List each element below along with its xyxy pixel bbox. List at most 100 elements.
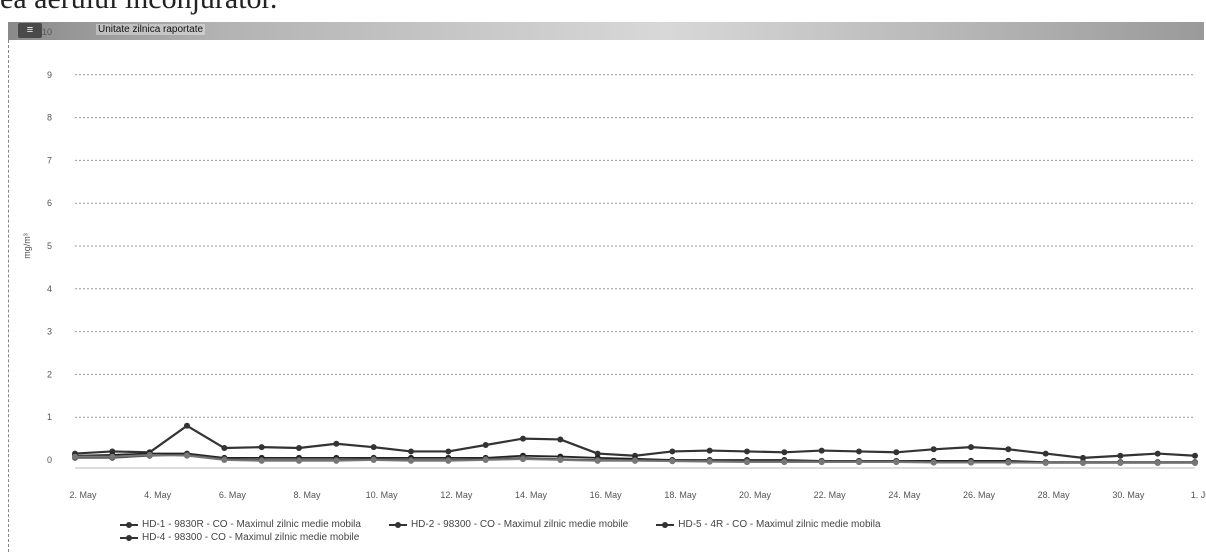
data-point [1192,452,1198,459]
legend-swatch [120,534,138,541]
x-tick-label: 12. May [440,490,473,500]
data-point [744,448,750,455]
x-tick-label: 4. May [144,490,172,500]
data-point [781,449,788,456]
data-point [1154,450,1161,457]
data-point [296,457,302,464]
data-point [1080,454,1086,461]
data-point [1117,459,1124,466]
y-tick-label: 3 [47,327,52,337]
data-point [856,448,862,455]
data-point [1080,459,1086,466]
legend-item[interactable]: HD-5 - 4R - CO - Maximul zilnic medie mo… [656,518,881,531]
data-point [482,442,489,449]
x-tick-label: 16. May [590,490,623,500]
data-point [594,450,601,457]
legend-label: HD-1 - 9830R - CO - Maximul zilnic medie… [142,519,361,530]
data-point [893,459,900,466]
data-point [258,457,265,464]
x-tick-label: 6. May [219,490,247,500]
y-tick-label: 9 [47,70,52,80]
x-tick-label: 18. May [664,490,697,500]
data-point [632,457,638,464]
data-point [333,440,340,447]
chart-title: Unitate zilnica raportate [96,24,206,35]
chart-header-bar [8,22,1204,40]
legend-swatch [388,521,407,528]
data-point [856,459,862,466]
data-point [930,459,937,466]
legend-item[interactable]: HD-2 - 98300 - CO - Maximul zilnic medie… [388,518,629,531]
data-point [445,457,452,464]
data-point [669,448,676,455]
data-point [333,457,340,464]
x-tick-label: 8. May [293,490,321,500]
y-axis-label: mg/m³ [22,233,32,259]
data-point [184,452,190,459]
data-point [968,444,974,451]
x-tick-label: 14. May [515,490,548,500]
data-point [482,457,489,463]
legend-label: HD-2 - 98300 - CO - Maximul zilnic medie… [410,519,629,530]
data-point [1192,459,1198,466]
y-tick-label: 8 [47,113,52,123]
x-tick-label: 2. May [69,490,97,500]
x-tick-label: 1. Jun [1191,490,1206,500]
y-tick-label: 7 [47,155,52,165]
y-tick-label: 6 [47,198,52,208]
data-point [72,453,78,460]
data-point [520,456,526,463]
data-point [445,448,452,455]
legend-label: HD-5 - 4R - CO - Maximul zilnic medie mo… [678,519,881,530]
data-point [221,457,228,463]
data-point [968,459,974,466]
data-point [370,457,377,463]
data-point [744,459,750,466]
chart-frame-left [8,40,9,552]
y-tick-label: 2 [47,369,52,379]
x-tick-label: 20. May [739,490,772,500]
y-tick-label: 0 [47,455,52,465]
data-point [706,458,713,465]
y-tick-label: 4 [47,284,52,294]
legend: HD-1 - 9830R - CO - Maximul zilnic medie… [120,518,1200,544]
y-tick-label: 5 [47,241,52,251]
data-point [296,445,302,452]
data-point [594,457,601,464]
x-tick-label: 10. May [366,490,399,500]
data-point [221,445,228,452]
legend-item[interactable]: HD-4 - 98300 - CO - Maximul zilnic medie… [120,531,359,544]
data-point [1154,459,1161,466]
data-point [408,448,414,455]
x-tick-label: 24. May [888,490,921,500]
data-point [781,459,788,466]
data-point [893,449,900,456]
legend-item[interactable]: HD-1 - 9830R - CO - Maximul zilnic medie… [120,518,361,531]
data-point [557,436,564,443]
data-point [109,453,116,460]
x-tick-label: 30. May [1112,490,1145,500]
y-tick-label: 10 [42,27,52,37]
data-point [258,444,265,451]
data-point [930,446,937,453]
x-tick-label: 22. May [814,490,847,500]
legend-swatch [120,521,138,528]
y-tick-label: 1 [47,412,52,422]
data-point [706,447,713,454]
data-point [557,457,564,463]
data-point [818,447,825,454]
data-point [408,457,414,464]
legend-swatch [656,521,675,528]
data-point [1005,446,1012,453]
data-point [1005,459,1012,466]
data-point [146,451,153,458]
data-point [1042,450,1049,457]
data-point [370,444,377,451]
data-point [1042,459,1049,466]
data-point [669,458,676,465]
page-caption: ea aerului inconjurator. [0,0,277,16]
x-tick-label: 28. May [1038,490,1071,500]
menu-icon[interactable]: ≡ [18,23,42,38]
data-point [1117,452,1124,459]
